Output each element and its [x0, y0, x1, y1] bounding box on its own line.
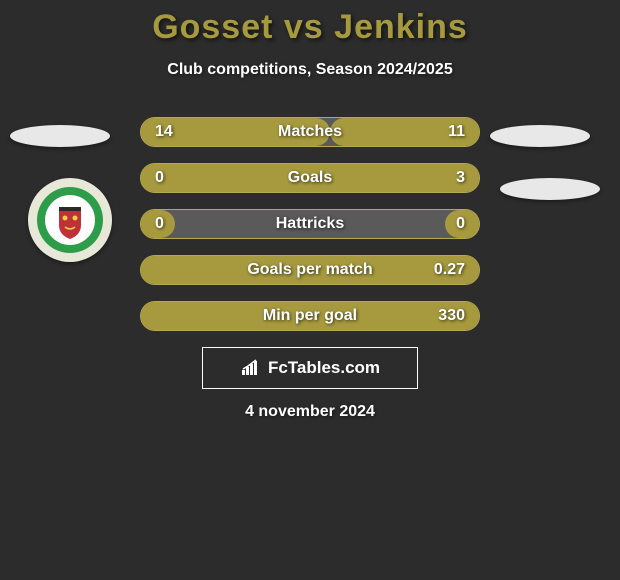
- date: 4 november 2024: [0, 403, 620, 421]
- stat-label: Hattricks: [276, 215, 344, 233]
- stat-value-left: 0: [155, 215, 164, 233]
- footer-logo-text: FcTables.com: [268, 358, 380, 378]
- page-title: Gosset vs Jenkins: [0, 0, 620, 47]
- stat-label: Goals per match: [247, 261, 372, 279]
- subtitle: Club competitions, Season 2024/2025: [0, 61, 620, 79]
- stat-row-matches: 14 Matches 11: [140, 117, 480, 147]
- stat-value-right: 0: [456, 215, 465, 233]
- stat-value-right: 330: [438, 307, 465, 325]
- stat-row-hattricks: 0 Hattricks 0: [140, 209, 480, 239]
- footer-logo[interactable]: FcTables.com: [202, 347, 418, 389]
- stat-label: Min per goal: [263, 307, 357, 325]
- infographic-container: Gosset vs Jenkins Club competitions, Sea…: [0, 0, 620, 580]
- stat-row-min-per-goal: Min per goal 330: [140, 301, 480, 331]
- stat-value-right: 0.27: [434, 261, 465, 279]
- stats-wrapper: 14 Matches 11 0 Goals 3 0 Hattricks 0 Go…: [0, 117, 620, 331]
- chart-icon: [240, 359, 262, 377]
- stat-value-left: 14: [155, 123, 173, 141]
- stat-value-left: 0: [155, 169, 164, 187]
- stat-row-goals-per-match: Goals per match 0.27: [140, 255, 480, 285]
- stat-label: Goals: [288, 169, 332, 187]
- stat-value-right: 11: [448, 123, 465, 141]
- stat-value-right: 3: [456, 169, 465, 187]
- stat-label: Matches: [278, 123, 342, 141]
- stat-row-goals: 0 Goals 3: [140, 163, 480, 193]
